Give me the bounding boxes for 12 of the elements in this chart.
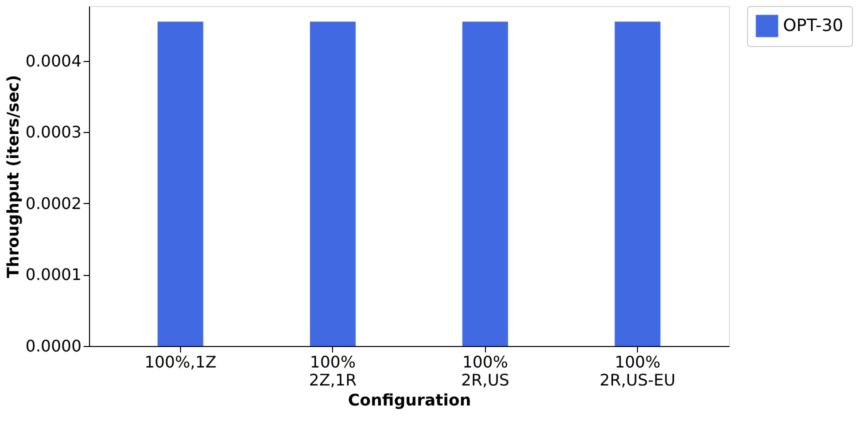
x-axis-title: Configuration [348,390,472,410]
y-axis-title: Throughput (iters/sec) [4,74,23,278]
y-tick-label: 0.0001 [26,265,82,284]
x-tick-label: 100% 2Z,1R [309,352,357,390]
x-tick-label: 100%,1Z [144,352,216,372]
x-tick-label: 100% 2R,US-EU [600,352,676,390]
y-tick-label: 0.0003 [26,122,82,142]
y-tick-label: 0.0004 [26,51,82,70]
x-tick-label: 100% 2R,US [461,352,510,390]
y-tick-label: 0.0002 [26,194,82,213]
y-tick-label: 0.0000 [26,336,82,356]
legend-label: OPT-30 [783,16,844,36]
